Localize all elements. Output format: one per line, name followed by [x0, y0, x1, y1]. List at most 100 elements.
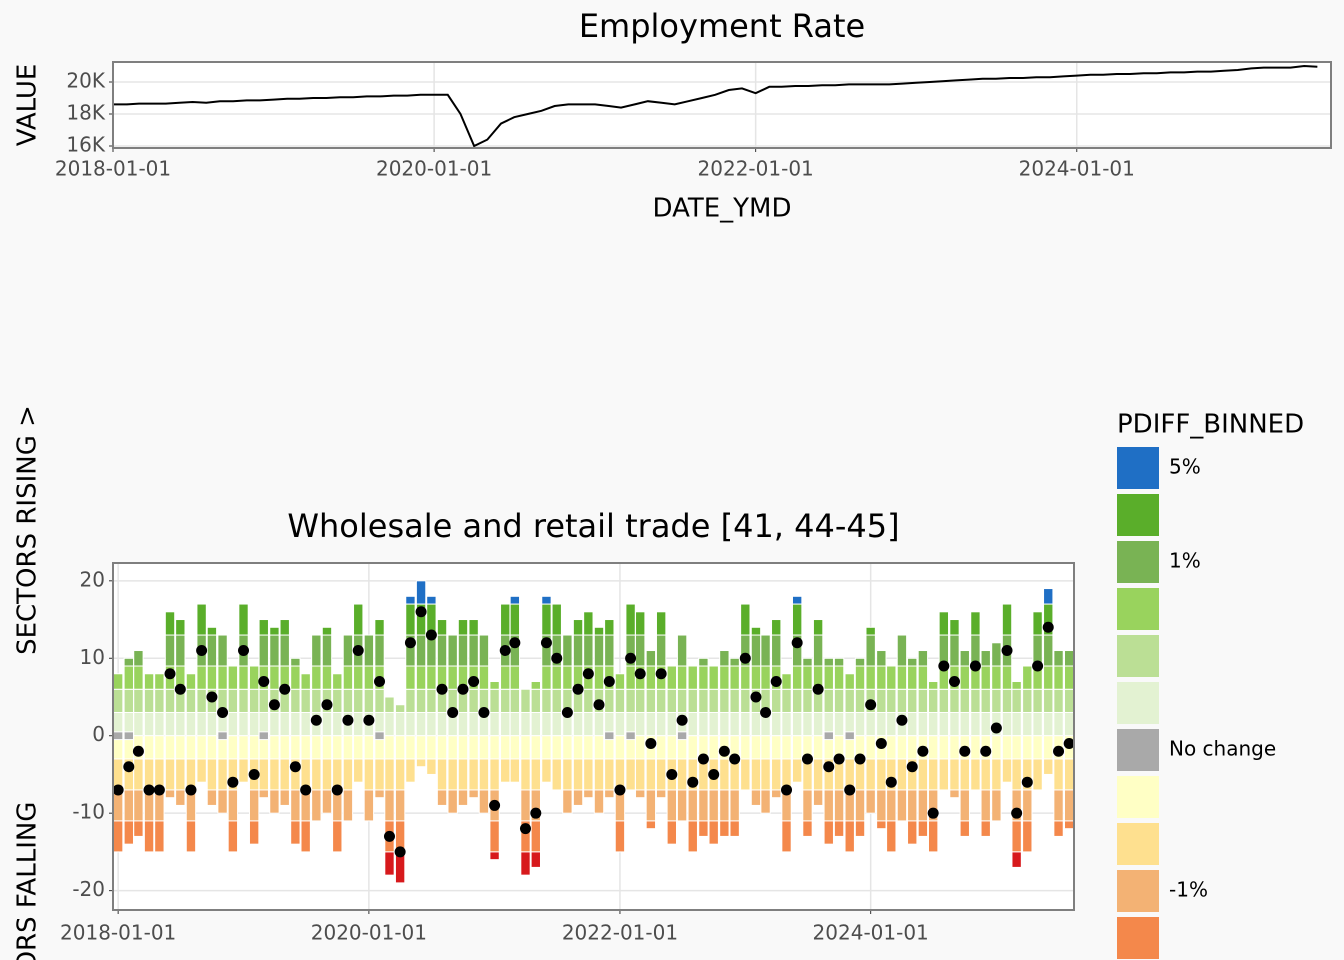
tile-segment — [478, 634, 490, 667]
tile-segment — [635, 758, 646, 791]
tile-segment — [812, 735, 824, 760]
net-dot — [478, 706, 490, 718]
tile-segment — [363, 758, 375, 791]
tile-segment — [112, 731, 124, 741]
tile-segment — [708, 789, 719, 822]
tile-segment — [520, 711, 531, 737]
tile-segment — [708, 735, 719, 760]
tile-segment — [687, 711, 698, 737]
tile-segment — [1011, 735, 1022, 760]
tile-segment — [750, 735, 762, 760]
tile-segment — [896, 688, 908, 713]
tile-segment — [655, 789, 667, 799]
tile-segment — [1043, 758, 1054, 775]
tile-segment — [980, 789, 991, 822]
tile-segment — [279, 619, 290, 636]
tile-segment — [791, 758, 803, 783]
tile-segment — [530, 681, 541, 690]
tile-segment — [520, 851, 531, 876]
tile-segment — [687, 820, 698, 853]
tile-segment — [927, 688, 939, 713]
tile-segment — [886, 711, 897, 737]
tile-segment — [1053, 665, 1064, 690]
tile-segment — [676, 789, 688, 822]
tile-segment — [833, 711, 845, 737]
tile-segment — [907, 789, 918, 822]
tile-segment — [384, 696, 395, 713]
tile-segment — [666, 735, 677, 760]
tile-segment — [530, 688, 541, 713]
tile-segment — [593, 711, 605, 737]
tile-segment — [133, 665, 144, 690]
tile-segment — [269, 711, 280, 737]
tile-segment — [332, 820, 343, 853]
tile-segment — [645, 820, 657, 830]
tile-segment — [489, 820, 500, 853]
tile-segment — [238, 603, 249, 636]
tile-segment — [687, 735, 698, 760]
tile-segment — [290, 657, 301, 667]
tile-segment — [248, 711, 260, 737]
tile-segment — [927, 681, 939, 690]
net-dot — [885, 776, 897, 788]
tile-segment — [290, 688, 301, 713]
tile-segment — [468, 711, 479, 737]
tile-segment — [750, 789, 762, 806]
tile-segment — [353, 665, 364, 690]
tile-segment — [248, 820, 260, 845]
tile-segment — [248, 688, 260, 713]
tile-segment — [143, 820, 155, 853]
net-dot — [603, 676, 615, 688]
tile-segment — [154, 820, 165, 853]
tile-segment — [185, 820, 197, 853]
tile-segment — [258, 634, 269, 667]
tile-segment — [342, 758, 354, 791]
tile-segment — [500, 711, 511, 737]
tile-segment — [666, 711, 677, 737]
tile-segment — [353, 688, 364, 713]
tile-segment — [687, 665, 698, 690]
line — [113, 64, 1318, 148]
tile-segment — [823, 657, 834, 667]
tile-segment — [949, 619, 960, 636]
net-dot — [227, 776, 239, 788]
tile-segment — [991, 688, 1002, 713]
tile-segment — [1053, 758, 1064, 791]
tile-segment — [708, 688, 719, 713]
tile-segment — [457, 735, 469, 760]
tile-segment — [217, 634, 228, 667]
tile-segment — [927, 735, 939, 760]
tile-segment — [1022, 711, 1033, 737]
tile-segment — [143, 673, 155, 690]
tile-segment — [185, 688, 197, 713]
tile-segment — [164, 611, 176, 636]
tile-segment — [593, 665, 605, 690]
legend-label: No change — [1169, 737, 1276, 761]
tile-segment — [374, 758, 385, 791]
tile-segment — [342, 735, 354, 760]
tile-segment — [279, 735, 290, 760]
tile-segment — [321, 665, 333, 690]
tile-segment — [551, 688, 562, 713]
tile-segment — [489, 688, 500, 713]
tile-segment — [541, 688, 552, 713]
tile-segment — [405, 688, 416, 713]
tile-segment — [991, 642, 1002, 667]
tile-segment — [353, 603, 364, 636]
tile-segment — [583, 789, 594, 799]
tile-segment — [227, 789, 239, 822]
tile-segment — [781, 711, 792, 737]
tile-segment — [635, 611, 646, 636]
tile-segment — [384, 735, 395, 760]
net-dot — [383, 830, 395, 842]
tile-segment — [1011, 688, 1022, 713]
tile-segment — [530, 851, 541, 868]
tile-segment — [771, 789, 782, 799]
tile-segment — [719, 688, 730, 713]
tile-segment — [781, 688, 792, 713]
tile-segment — [520, 688, 531, 713]
tile-segment — [342, 665, 354, 690]
net-dot — [917, 745, 929, 757]
net-dot — [625, 652, 637, 664]
tile-segment — [530, 758, 541, 791]
